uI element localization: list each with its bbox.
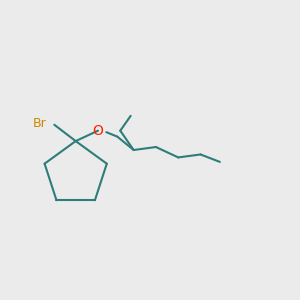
Text: O: O (92, 124, 104, 138)
Text: Br: Br (33, 117, 47, 130)
